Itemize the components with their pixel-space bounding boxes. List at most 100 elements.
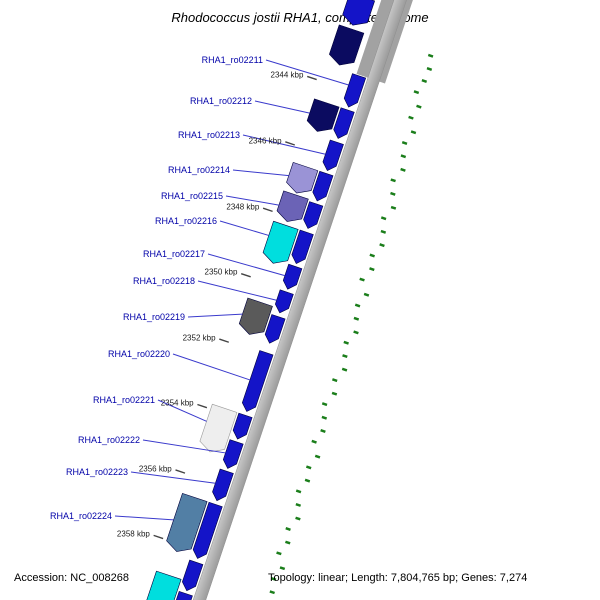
gene-label[interactable]: RHA1_ro02221 xyxy=(92,395,155,405)
gene-arrow[interactable] xyxy=(168,591,193,600)
gc-content-dash xyxy=(343,340,349,345)
label-leader-line xyxy=(219,220,269,236)
gene-arrow[interactable] xyxy=(321,139,344,173)
gene-arrow[interactable] xyxy=(221,439,244,471)
gene-label[interactable]: RHA1_ro02222 xyxy=(77,435,140,445)
gc-content-dash xyxy=(408,115,414,120)
gene-arrow[interactable] xyxy=(342,73,367,110)
gc-content-dash xyxy=(295,516,301,521)
gc-content-dash xyxy=(276,551,282,556)
ruler-tick-label: 2348 kbp xyxy=(226,202,260,212)
gc-content-dash xyxy=(380,216,387,221)
gene-label[interactable]: RHA1_ro02211 xyxy=(201,55,263,65)
ruler-tick-label: 2354 kbp xyxy=(160,398,194,408)
gc-content-dash xyxy=(331,391,338,396)
label-leader-line xyxy=(254,100,310,114)
gene-arrow[interactable] xyxy=(263,314,286,345)
gene-arrow[interactable] xyxy=(301,201,324,231)
genome-track xyxy=(142,0,434,600)
gc-content-dash xyxy=(390,178,396,183)
gene-label[interactable]: RHA1_ro02218 xyxy=(132,276,195,286)
gc-content-dash xyxy=(379,243,385,248)
gc-content-dash xyxy=(359,277,365,282)
gc-content-dash xyxy=(427,53,434,58)
ruler-tick-label: 2344 kbp xyxy=(270,70,304,80)
ruler-tick xyxy=(175,469,186,474)
gene-arrow[interactable] xyxy=(240,350,274,414)
gene-arrow[interactable] xyxy=(180,559,204,593)
gc-content-dash xyxy=(311,439,317,444)
status-accession: Accession: NC_008268 xyxy=(14,572,129,584)
label-leader-line xyxy=(207,253,285,277)
gene-feature-block[interactable] xyxy=(164,492,208,555)
gene-feature-block[interactable] xyxy=(237,297,273,338)
gc-content-dash xyxy=(369,253,375,258)
gc-content-dash xyxy=(341,367,348,372)
gene-arrow[interactable] xyxy=(191,501,223,560)
gene-arrow[interactable] xyxy=(273,289,294,315)
gene-label[interactable]: RHA1_ro02224 xyxy=(49,511,112,521)
gc-content-dash xyxy=(410,130,417,135)
gc-content-dash xyxy=(363,292,370,297)
gene-label[interactable]: RHA1_ro02216 xyxy=(154,216,217,226)
gene-arrow[interactable] xyxy=(311,170,334,203)
gc-content-dash xyxy=(342,354,348,359)
label-leader-line xyxy=(157,399,207,422)
label-leader-line xyxy=(187,313,243,318)
gc-content-dash xyxy=(320,429,326,433)
gene-label[interactable]: RHA1_ro02213 xyxy=(177,130,240,140)
gene-label[interactable]: RHA1_ro02223 xyxy=(65,467,128,477)
label-leader-line xyxy=(114,515,174,521)
gc-content-dash xyxy=(380,229,387,234)
label-leader-line xyxy=(265,59,349,86)
gene-feature-block[interactable] xyxy=(305,98,340,136)
gc-content-dash xyxy=(413,90,420,95)
label-leader-line xyxy=(172,353,251,381)
gc-content-dash xyxy=(285,540,291,545)
gene-feature-block[interactable] xyxy=(198,403,238,456)
label-leader-line xyxy=(242,134,326,155)
gc-content-dash xyxy=(354,303,361,308)
gc-content-dash xyxy=(421,79,428,84)
gene-arrow[interactable] xyxy=(231,412,253,441)
gc-content-dash xyxy=(400,167,406,172)
ruler-tick xyxy=(306,75,317,81)
label-leader-line xyxy=(225,195,279,206)
label-leader-line xyxy=(142,439,226,454)
gene-feature-block[interactable] xyxy=(261,220,299,267)
gc-content-dash xyxy=(369,267,375,272)
label-leader-line xyxy=(197,280,277,301)
gc-content-dash xyxy=(305,465,312,470)
sequence-band xyxy=(173,0,417,600)
gene-label[interactable]: RHA1_ro02212 xyxy=(189,96,252,106)
gene-feature-block[interactable] xyxy=(340,0,376,29)
gc-content-dash xyxy=(321,402,328,407)
gc-content-dash xyxy=(401,141,408,145)
gc-content-dash xyxy=(304,478,311,483)
gene-arrow[interactable] xyxy=(331,107,355,141)
gc-content-dash xyxy=(270,576,277,581)
gene-feature-block[interactable] xyxy=(275,190,309,226)
ruler-tick xyxy=(219,338,230,343)
gene-feature-block[interactable] xyxy=(284,162,319,197)
gene-label[interactable]: RHA1_ro02215 xyxy=(160,191,223,201)
gc-content-dash xyxy=(321,415,328,420)
gc-content-dash xyxy=(353,330,359,335)
ruler-tick-label: 2358 kbp xyxy=(116,529,150,539)
gene-feature-block[interactable] xyxy=(142,570,182,600)
ruler-tick-label: 2356 kbp xyxy=(138,464,172,474)
gc-content-dash xyxy=(295,502,302,507)
gene-arrow[interactable] xyxy=(281,263,303,291)
gene-arrow[interactable] xyxy=(290,229,314,266)
gene-label[interactable]: RHA1_ro02214 xyxy=(167,165,230,175)
ruler-tick xyxy=(262,207,273,213)
gene-label[interactable]: RHA1_ro02219 xyxy=(122,312,185,322)
gene-arrow[interactable] xyxy=(210,468,234,503)
status-summary: Topology: linear; Length: 7,804,765 bp; … xyxy=(268,572,528,584)
gc-content-dash xyxy=(426,67,433,72)
gene-feature-block[interactable] xyxy=(327,24,365,69)
gene-label[interactable]: RHA1_ro02217 xyxy=(142,249,205,259)
ruler-tick xyxy=(285,141,296,146)
gene-label[interactable]: RHA1_ro02220 xyxy=(107,349,170,359)
